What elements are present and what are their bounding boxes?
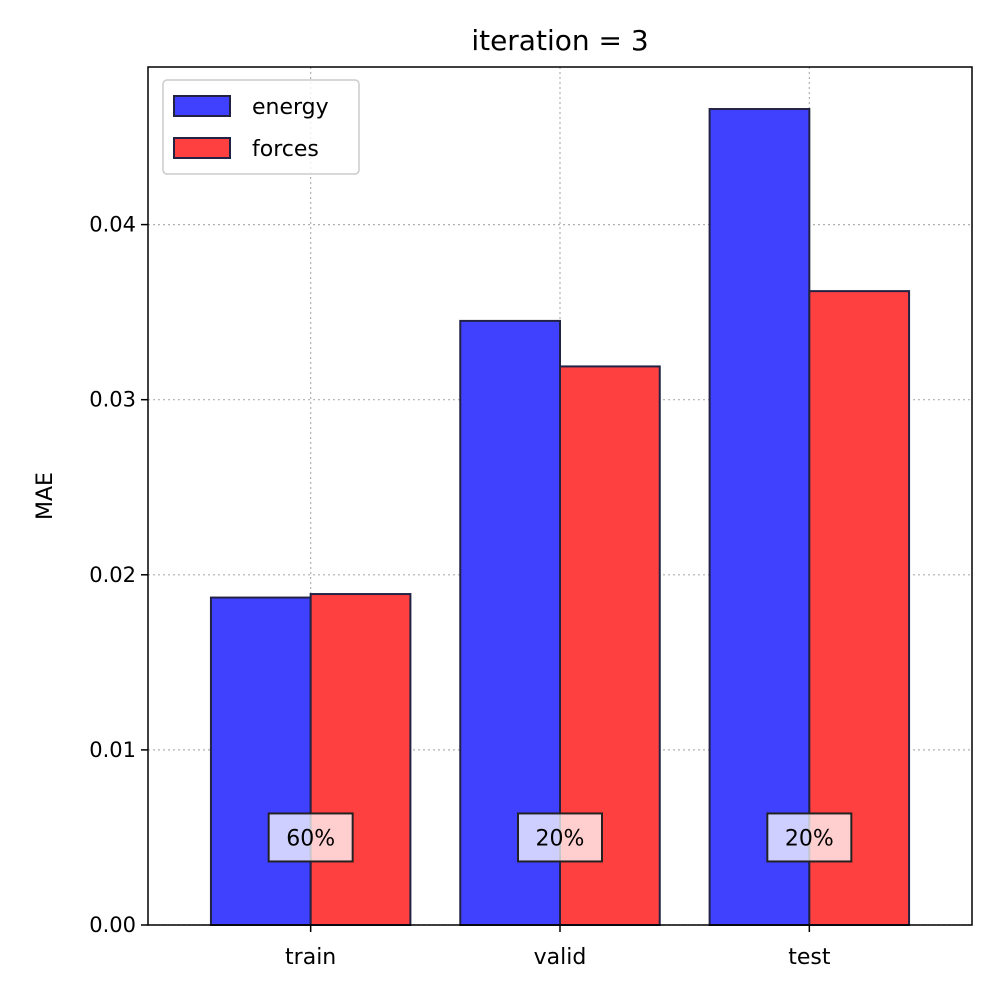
split-annotation: 20%: [766, 812, 853, 863]
y-tick-label: 0.00: [89, 913, 136, 937]
axes: 0.00 0.01 0.02 0.03 0.04 train valid test: [89, 213, 831, 970]
annotation-box: [517, 812, 603, 863]
y-axis-label: MAE: [33, 472, 58, 520]
chart-title: iteration = 3: [471, 24, 648, 57]
legend-swatch-forces: [173, 137, 231, 159]
legend-label-forces: forces: [252, 137, 319, 162]
bar-energy-test: [708, 108, 811, 927]
y-tick-label: 0.04: [89, 213, 136, 237]
x-tick-label: test: [788, 945, 831, 970]
bar-forces-train: [309, 593, 412, 926]
y-tick-label: 0.03: [89, 388, 136, 412]
annotations: 60% 20% 20%: [267, 812, 853, 863]
y-tick-label: 0.01: [89, 738, 136, 762]
annotation-box: [267, 812, 354, 863]
y-tick-label: 0.02: [89, 563, 136, 587]
split-annotation: 60%: [267, 812, 354, 863]
annotation-box: [766, 812, 853, 863]
split-annotation: 20%: [517, 812, 603, 863]
legend: energy forces: [162, 79, 360, 175]
legend-swatch-energy: [173, 95, 231, 117]
bar-energy-train: [209, 596, 312, 927]
legend-label-energy: energy: [252, 95, 329, 120]
x-tick-label: valid: [534, 945, 587, 970]
annotation-label: 20%: [785, 826, 834, 851]
annotation-label: 60%: [286, 826, 335, 851]
x-tick-label: train: [285, 945, 336, 970]
annotation-label: 20%: [536, 826, 585, 851]
